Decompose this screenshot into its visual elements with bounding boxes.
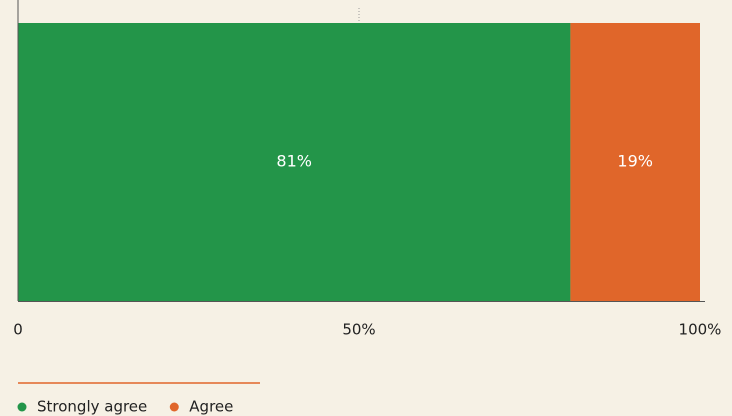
- x-tick-label: 100%: [679, 321, 722, 339]
- bar-label: 19%: [617, 152, 653, 171]
- bar-segment: [570, 23, 700, 301]
- legend-label: Strongly agree: [37, 398, 147, 416]
- legend-label: Agree: [189, 398, 233, 416]
- bar-label: 81%: [276, 152, 312, 171]
- legend-swatch: [17, 402, 27, 412]
- bar-segment: [18, 23, 571, 301]
- legend-swatch: [169, 402, 179, 412]
- x-tick-label: 0: [13, 321, 23, 339]
- x-tick-label: 50%: [342, 321, 375, 339]
